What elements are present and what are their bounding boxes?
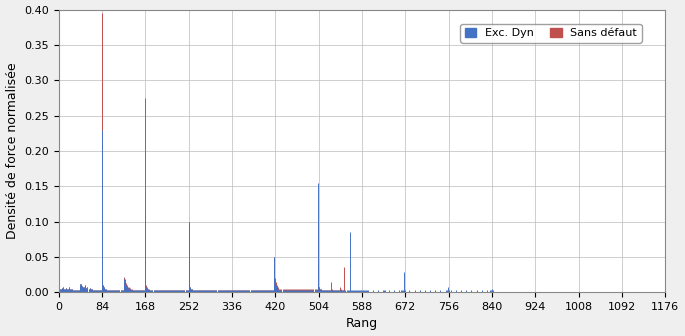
X-axis label: Rang: Rang: [346, 318, 378, 330]
Y-axis label: Densité de force normalisée: Densité de force normalisée: [5, 62, 18, 239]
Legend: Exc. Dyn, Sans défaut: Exc. Dyn, Sans défaut: [460, 24, 642, 43]
